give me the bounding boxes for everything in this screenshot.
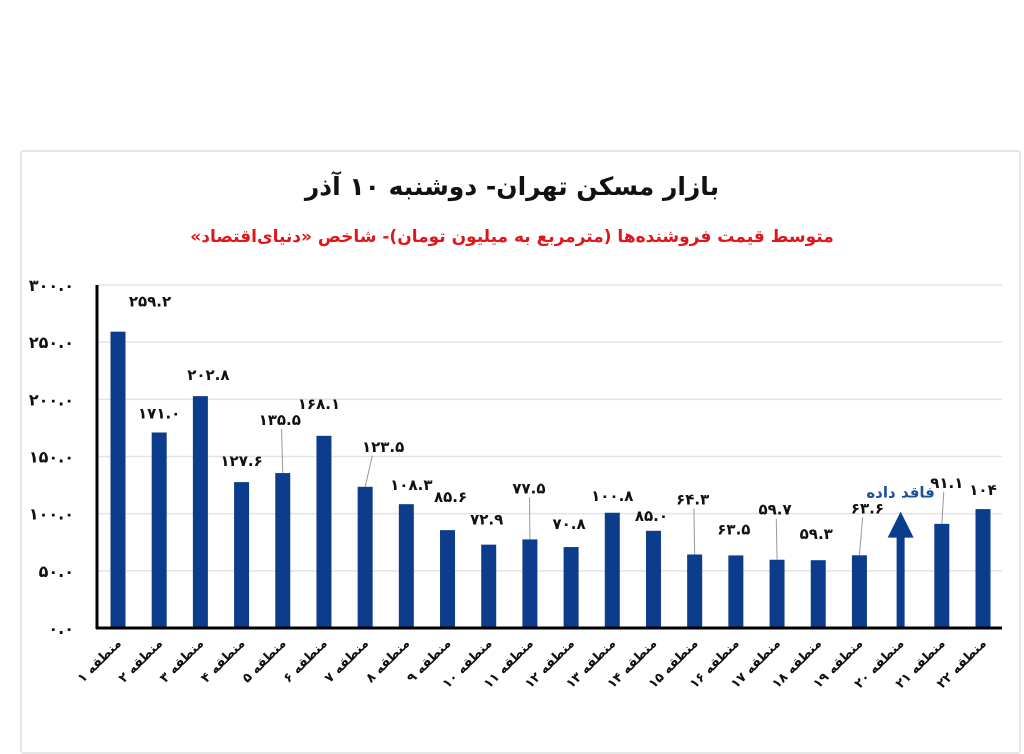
y-tick-label: ۵۰.۰ (39, 562, 74, 581)
bar (522, 539, 537, 628)
x-category-label: منطقه ۴ (198, 636, 248, 686)
value-label: ۲۰۲.۸ (187, 366, 229, 384)
bar-chart: ۰.۰ ۵۰.۰ ۱۰۰.۰ ۱۵۰.۰ ۲۰۰.۰ ۲۵۰.۰ ۳۰۰.۰ ۲۵۹.۲ منط… (0, 0, 1024, 723)
x-category-label: منطقه ۲ (116, 636, 166, 686)
y-tick-label: ۲۵۰.۰ (29, 333, 74, 352)
value-label: ۷۷.۵ (512, 479, 545, 497)
value-label: ۹۱.۱ (930, 474, 963, 492)
value-label: ۸۵.۰ (635, 507, 668, 525)
leader-line (694, 508, 695, 554)
bar (811, 560, 826, 628)
leader-line (282, 429, 283, 473)
value-label: ۶۴.۳ (676, 490, 709, 508)
bar (358, 487, 373, 628)
bar (728, 555, 743, 628)
value-label: ۱۰۸.۳ (390, 476, 432, 494)
x-category-label: منطقه ۷ (322, 636, 372, 686)
bar (481, 545, 496, 628)
y-tick-label: ۱۵۰.۰ (29, 448, 74, 467)
bar (976, 509, 991, 628)
bar (934, 524, 949, 628)
y-tick-label: ۰.۰ (48, 619, 74, 638)
x-category-label: منطقه ۱ (75, 636, 125, 686)
bar (275, 473, 290, 628)
bar (646, 531, 661, 628)
value-label: ۵۹.۷ (758, 501, 791, 519)
value-label: ۸۵.۶ (434, 488, 467, 506)
leader-line (365, 456, 372, 487)
y-tick-label: ۳۰۰.۰ (29, 276, 74, 295)
x-category-label: منطقه ۳ (157, 636, 207, 686)
value-label: ۱۰۴ (969, 481, 996, 499)
value-label: ۱۳۵.۵ (259, 411, 301, 429)
bar (852, 555, 867, 628)
up-arrow-icon (888, 512, 914, 538)
bar (687, 554, 702, 628)
value-label: ۱۰۰.۸ (591, 487, 633, 505)
value-label: ۵۹.۳ (800, 525, 833, 543)
leader-line (776, 519, 777, 560)
bar (440, 530, 455, 628)
value-label: ۱۲۷.۶ (220, 452, 262, 470)
missing-data-label: فاقد داده (866, 484, 935, 502)
y-tick-label: ۱۰۰.۰ (29, 505, 74, 524)
value-label: ۷۰.۸ (553, 515, 586, 533)
bar (234, 482, 249, 628)
leader-line (942, 492, 944, 524)
x-category-label: منطقه ۵ (240, 636, 290, 686)
value-label: ۱۲۳.۵ (362, 438, 404, 456)
x-category-label: منطقه ۸ (363, 636, 413, 686)
bar (399, 504, 414, 628)
bar (605, 513, 620, 628)
value-label: ۱۶۸.۱ (298, 395, 340, 413)
bar (316, 436, 331, 628)
bar (564, 547, 579, 628)
value-label: ۷۲.۹ (470, 511, 503, 529)
leader-line (859, 517, 862, 555)
y-tick-label: ۲۰۰.۰ (29, 390, 74, 409)
value-label: ۲۵۹.۲ (129, 293, 171, 311)
bar (770, 560, 785, 628)
value-label: ۱۷۱.۰ (138, 404, 180, 422)
bar (152, 432, 167, 628)
bar (111, 332, 126, 628)
value-label: ۶۳.۵ (717, 520, 750, 538)
value-label: ۶۳.۶ (851, 499, 884, 517)
x-category-label: منطقه ۶ (281, 636, 331, 686)
arrow-shaft (897, 536, 905, 628)
bar (193, 396, 208, 628)
